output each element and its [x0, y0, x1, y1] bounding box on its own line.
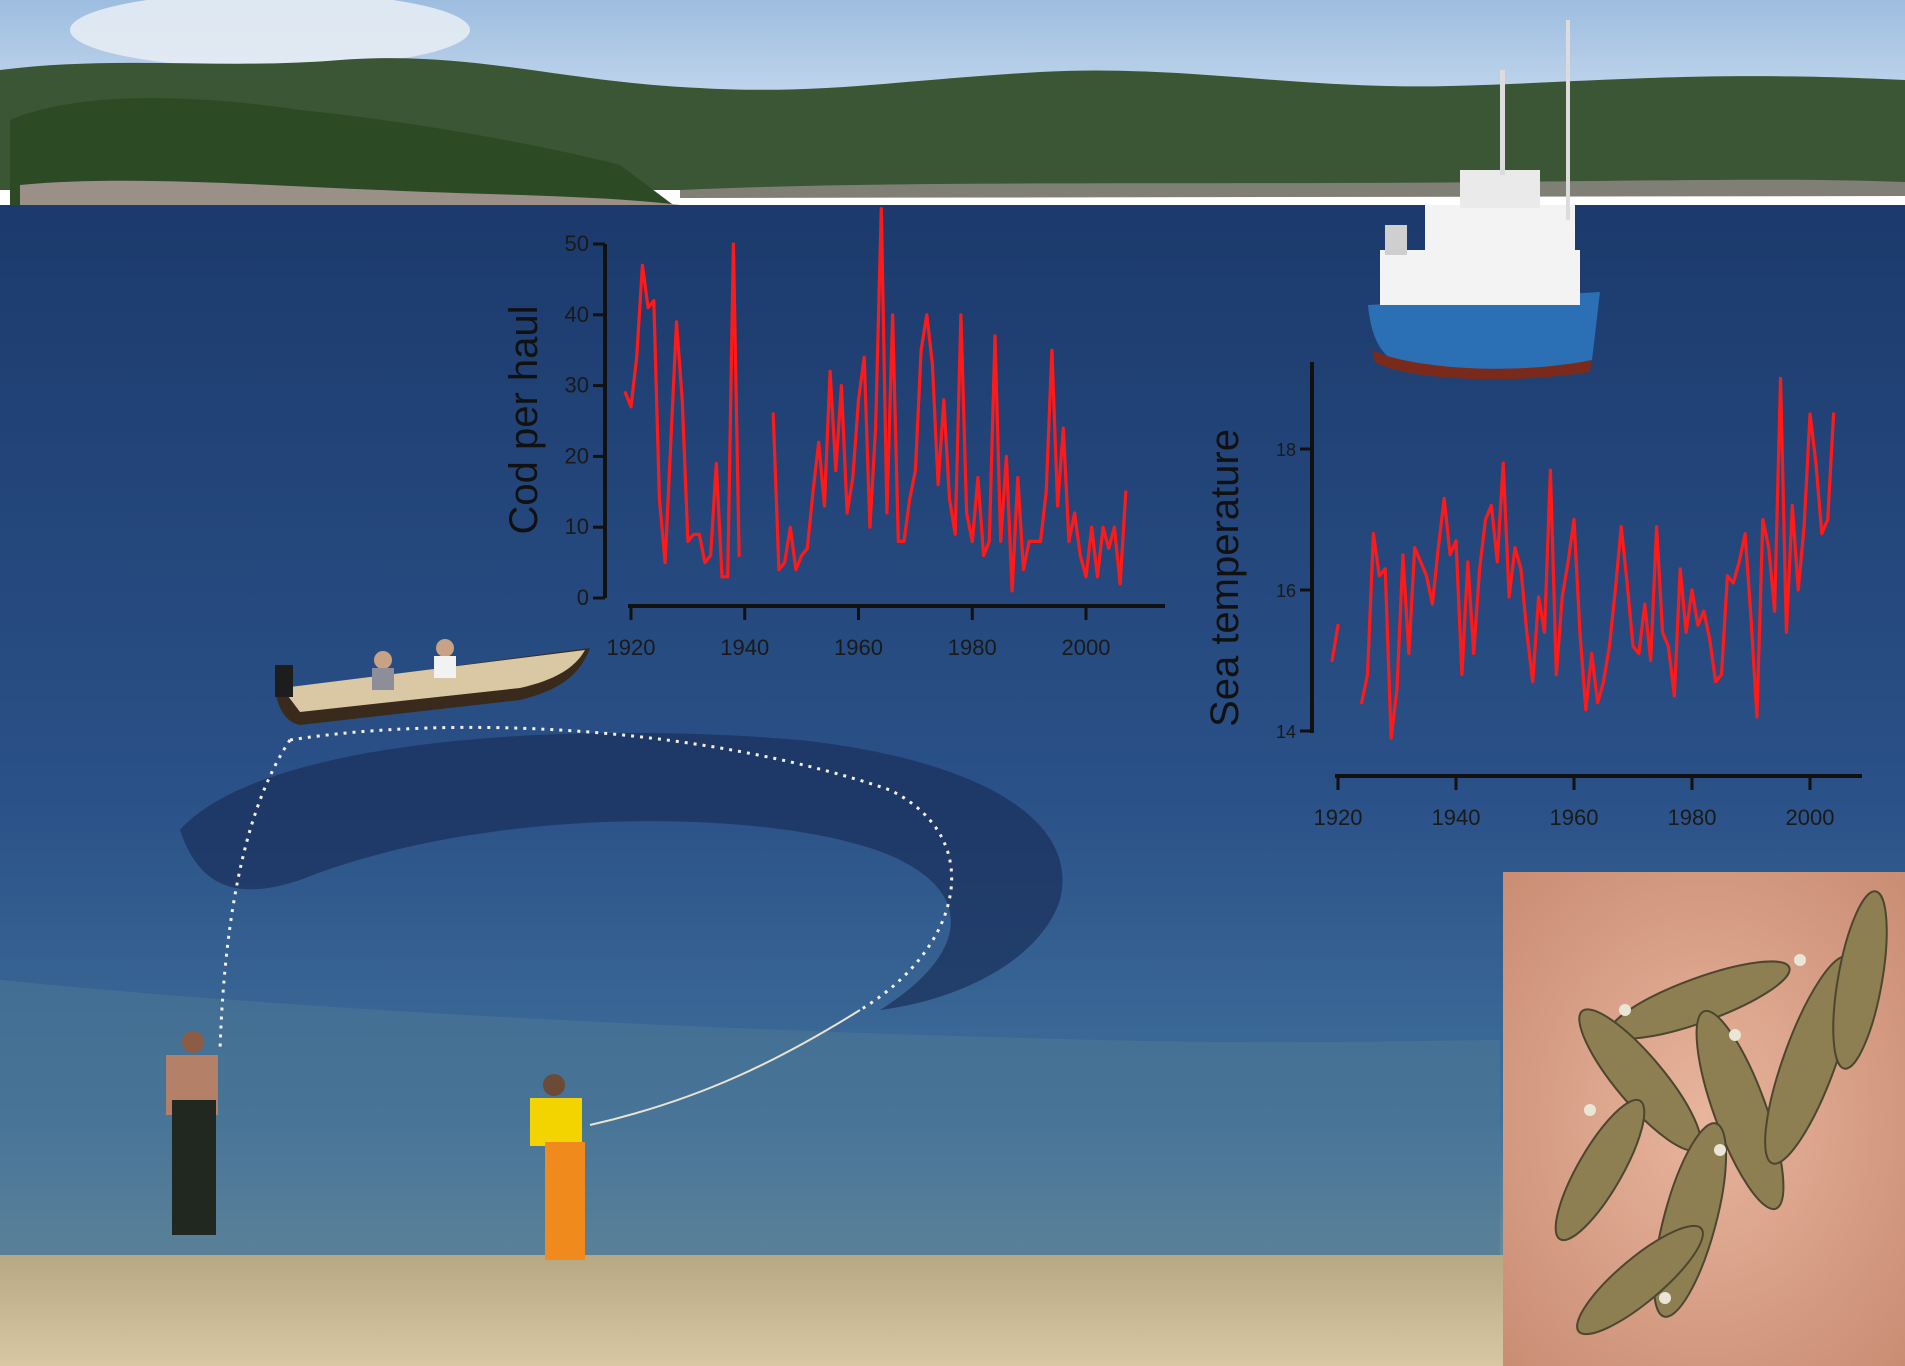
cod-x-tick-label: 1980 — [948, 635, 997, 660]
cod-y-tick-label: 50 — [565, 231, 589, 256]
temp-x-ticks: 1920 1940 1960 1980 2000 — [1314, 776, 1835, 830]
cod-y-axis-title: Cod per haul — [502, 305, 546, 534]
temp-y-tick-label: 16 — [1276, 581, 1296, 601]
fisher-right — [530, 1074, 585, 1260]
shallow-water — [0, 980, 1500, 1300]
seine-net-left — [218, 739, 292, 1051]
cod-per-haul-chart: 0 10 20 30 40 50 1920 1940 1960 1980 2000 Cod per… — [502, 207, 1165, 660]
temp-x-tick-label: 1980 — [1668, 805, 1717, 830]
temp-x-tick-label: 2000 — [1786, 805, 1835, 830]
cod-series-line-segment-0 — [623, 242, 741, 579]
cod-x-tick-label: 1960 — [834, 635, 883, 660]
cod-x-tick-label: 1940 — [720, 635, 769, 660]
seine-net — [289, 725, 954, 1012]
cod-x-tick-label: 2000 — [1062, 635, 1111, 660]
juvenile-cod-photo — [1503, 872, 1905, 1366]
cod-series — [623, 207, 1128, 593]
temp-x-tick-label: 1920 — [1314, 805, 1363, 830]
cod-y-tick-label: 10 — [565, 514, 589, 539]
temp-series-line-segment-1 — [1359, 376, 1836, 740]
temp-y-tick-label: 18 — [1276, 440, 1296, 460]
temp-y-tick-label: 14 — [1276, 722, 1296, 742]
cod-y-ticks: 0 10 20 30 40 50 — [565, 231, 605, 610]
rowing-boat — [275, 639, 590, 725]
cod-y-tick-label: 40 — [565, 302, 589, 327]
cod-x-ticks: 1920 1940 1960 1980 2000 — [607, 606, 1111, 660]
cod-x-tick-label: 1920 — [607, 635, 656, 660]
net-shadow — [180, 732, 1063, 1010]
cod-series-line-segment-1 — [771, 207, 1128, 593]
cod-y-tick-label: 30 — [565, 373, 589, 398]
cod-y-tick-label: 20 — [565, 443, 589, 468]
temp-x-tick-label: 1940 — [1432, 805, 1481, 830]
temp-series — [1330, 376, 1836, 740]
haul-rope — [589, 1009, 861, 1126]
temp-series-line-segment-0 — [1330, 623, 1340, 663]
temp-x-tick-label: 1960 — [1550, 805, 1599, 830]
distant-shore — [680, 179, 1905, 198]
sea-temperature-chart: 14 16 18 1920 1940 1960 1980 2000 Sea temperat… — [1203, 362, 1862, 830]
cloud — [70, 0, 470, 68]
temp-y-ticks: 14 16 18 — [1276, 440, 1312, 742]
temp-y-axis-title: Sea temperature — [1203, 429, 1247, 727]
fisher-left — [166, 1031, 218, 1235]
research-vessel — [1368, 20, 1600, 380]
cod-y-tick-label: 0 — [577, 585, 589, 610]
